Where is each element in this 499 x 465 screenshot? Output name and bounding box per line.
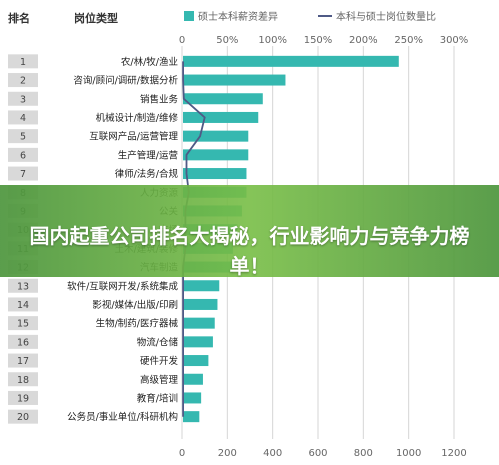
top-tick-label: 100%: [258, 35, 287, 46]
rank-badge: [8, 147, 38, 162]
rank-badge: [8, 54, 38, 69]
top-tick-label: 150%: [304, 35, 333, 46]
bar: [183, 149, 249, 161]
rank-column-header: 排名: [8, 11, 30, 25]
bar: [183, 55, 399, 67]
bar: [183, 74, 286, 86]
rank-label: 1: [20, 57, 26, 68]
rank-label: 7: [20, 169, 26, 180]
bar: [183, 411, 200, 423]
rank-label: 17: [17, 356, 29, 367]
rank-label: 16: [17, 337, 29, 348]
category-label: 生物/制药/医疗器械: [96, 318, 179, 330]
bar: [183, 392, 202, 404]
top-tick-label: 250%: [394, 35, 423, 46]
bar: [183, 317, 215, 329]
rank-label: 5: [20, 132, 26, 143]
category-label: 咨询/顾问/调研/数据分析: [73, 75, 178, 87]
rank-label: 4: [20, 113, 26, 124]
title-banner: 国内起重公司排名大揭秘，行业影响力与竞争力榜单！: [0, 185, 499, 278]
rank-badge: [8, 390, 38, 405]
legend-bar-label: 硕士本科薪资差异: [198, 10, 278, 23]
rank-label: 13: [17, 281, 29, 292]
bottom-tick-label: 0: [179, 448, 185, 459]
rank-badge: [8, 278, 38, 293]
category-label: 机械设计/制造/维修: [96, 112, 179, 124]
top-tick-label: 0: [179, 35, 185, 46]
category-label: 软件/互联网开发/系统集成: [67, 280, 178, 292]
category-label: 农/林/牧/渔业: [121, 56, 178, 68]
bottom-tick-label: 200: [218, 448, 237, 459]
category-label: 互联网产品/运营管理: [89, 131, 178, 143]
rank-label: 15: [17, 319, 29, 330]
bar: [183, 111, 259, 123]
bottom-tick-label: 1000: [396, 448, 421, 459]
bar: [183, 373, 203, 385]
bottom-tick-label: 600: [308, 448, 327, 459]
legend-line-label: 本科与硕士岗位数量比: [336, 10, 436, 23]
bar: [183, 93, 263, 105]
rank-badge: [8, 297, 38, 312]
top-tick-label: 200%: [349, 35, 378, 46]
rank-label: 3: [20, 94, 26, 105]
bar: [183, 280, 220, 292]
rank-badge: [8, 91, 38, 106]
category-column-header: 岗位类型: [74, 11, 118, 25]
bar: [183, 168, 247, 180]
bar: [183, 336, 213, 348]
rank-label: 14: [17, 300, 29, 311]
category-label: 公务员/事业单位/科研机构: [67, 411, 178, 423]
top-tick-label: 50%: [216, 35, 238, 46]
category-label: 销售业务: [140, 93, 179, 105]
rank-badge: [8, 129, 38, 144]
banner-title: 国内起重公司排名大揭秘，行业影响力与竞争力榜单！: [29, 224, 470, 278]
category-label: 律师/法务/合规: [115, 168, 179, 180]
category-label: 影视/媒体/出版/印刷: [92, 299, 178, 311]
rank-badge: [8, 166, 38, 181]
category-label: 物流/仓储: [137, 336, 179, 348]
bottom-axis-ticks: 0 200 400 600 800 1000 1200: [179, 448, 467, 459]
rank-label: 6: [20, 150, 26, 161]
category-label: 教育/培训: [137, 392, 178, 404]
rank-badge: [8, 409, 38, 424]
rank-label: 19: [17, 393, 29, 404]
rank-badge: [8, 316, 38, 331]
top-axis-ticks: 0 50% 100% 150% 200% 250% 300%: [179, 35, 468, 46]
legend-bar-swatch: [184, 11, 194, 21]
top-tick-label: 300%: [440, 35, 469, 46]
category-label: 硬件开发: [140, 355, 179, 367]
bar: [183, 130, 249, 142]
category-label: 生产管理/运营: [118, 149, 178, 161]
rank-label: 20: [17, 412, 29, 423]
rank-label: 18: [17, 375, 29, 386]
rank-label: 2: [20, 76, 26, 87]
rank-badge: [8, 73, 38, 88]
rank-badge: [8, 353, 38, 368]
bottom-tick-label: 800: [354, 448, 373, 459]
bar: [183, 355, 209, 367]
rank-badge: [8, 334, 38, 349]
bar: [183, 298, 218, 310]
rank-badge: [8, 110, 38, 125]
rank-badge: [8, 372, 38, 387]
bottom-tick-label: 400: [263, 448, 282, 459]
bottom-tick-label: 1200: [441, 448, 466, 459]
category-label: 高级管理: [140, 374, 179, 386]
